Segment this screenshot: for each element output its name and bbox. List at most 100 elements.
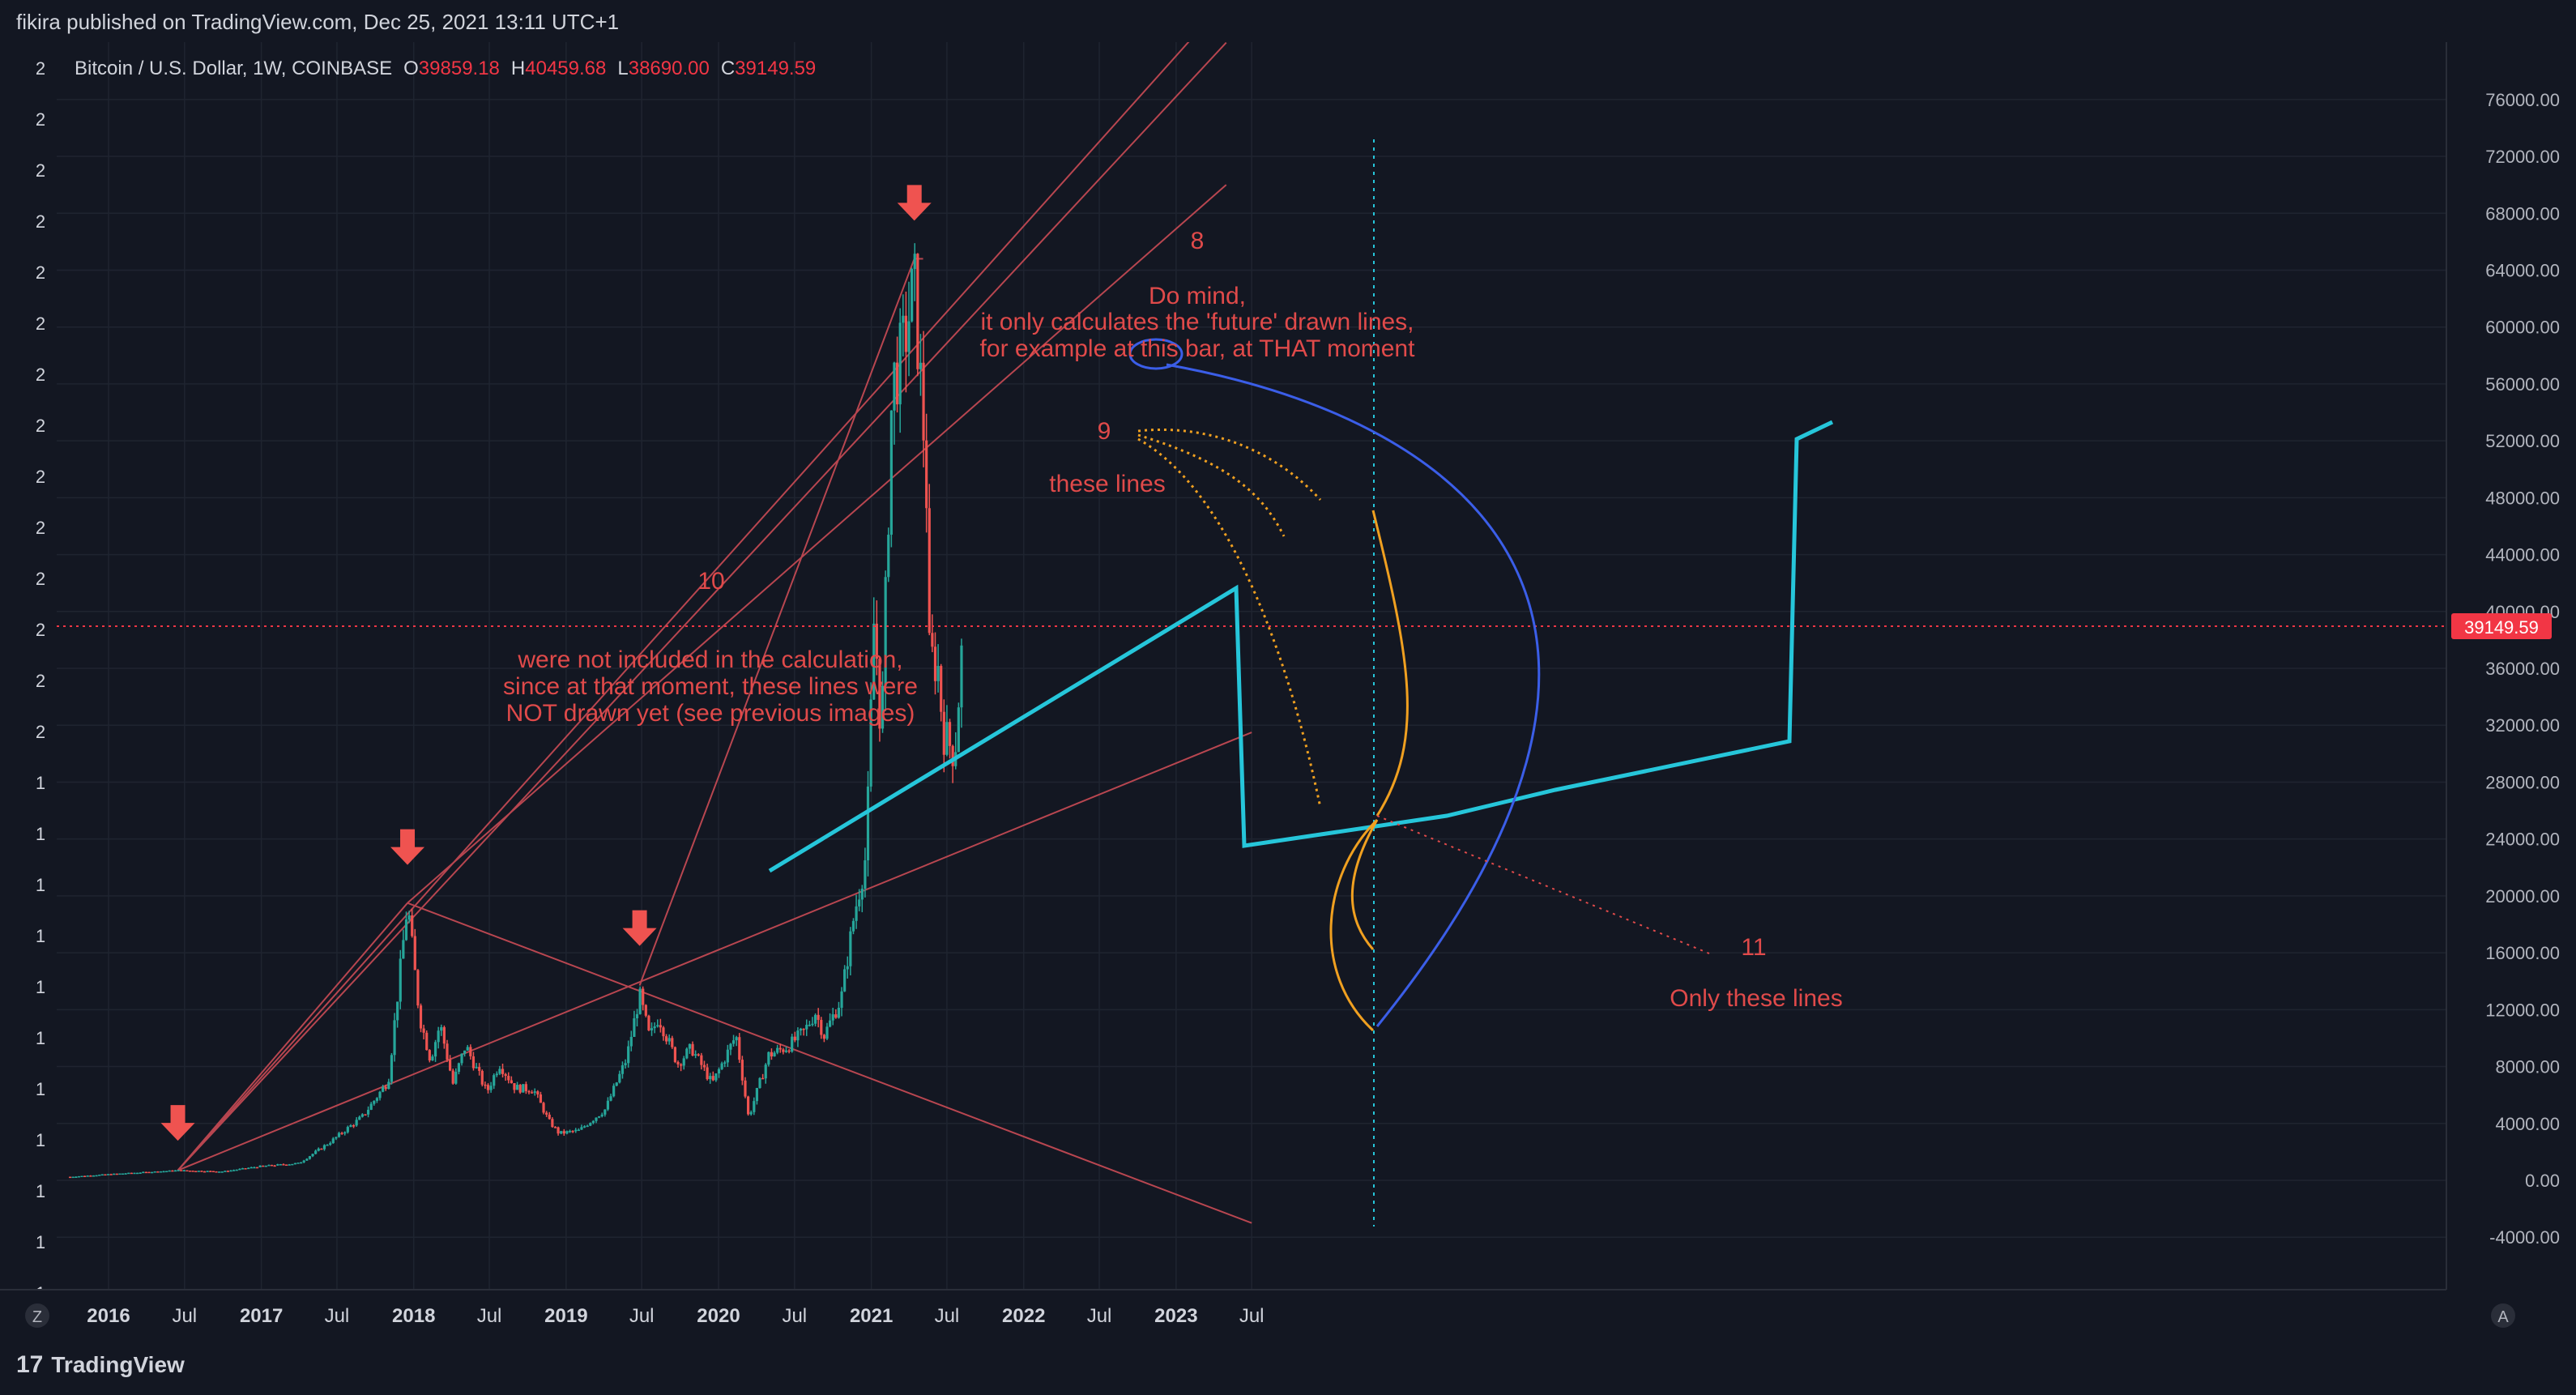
left-scale-label: 1 xyxy=(36,1181,45,1201)
high-value: 40459.68 xyxy=(525,58,606,79)
candle-body xyxy=(369,1103,373,1110)
candle-body xyxy=(489,1086,493,1090)
candle-body xyxy=(226,1171,230,1172)
price-tick-label: 16000.00 xyxy=(2485,943,2560,963)
tradingview-logo-icon: 17 xyxy=(16,1351,44,1378)
candle-body xyxy=(635,1013,639,1019)
candle-body xyxy=(457,1063,461,1073)
candle-body xyxy=(431,1056,434,1060)
candle-body xyxy=(384,1086,387,1090)
candle-body xyxy=(586,1125,589,1128)
left-scale-label: 1 xyxy=(36,977,45,997)
candle-body xyxy=(92,1175,96,1177)
candle-body xyxy=(600,1114,603,1117)
candle-body xyxy=(279,1164,282,1166)
left-scale-label: 1 xyxy=(36,875,45,895)
candle-body xyxy=(878,659,881,729)
symbol-label: Bitcoin / U.S. Dollar, 1W, COINBASE xyxy=(75,58,392,79)
candle-body xyxy=(162,1171,165,1173)
candle-body xyxy=(478,1067,481,1071)
candle-body xyxy=(589,1123,592,1126)
candle-body xyxy=(378,1091,382,1099)
candle-body xyxy=(557,1127,560,1134)
candle-body xyxy=(83,1175,87,1178)
left-scale-label: 1 xyxy=(36,1232,45,1252)
candle-body xyxy=(709,1076,712,1080)
candle-body xyxy=(960,645,963,708)
annotation-excluded-3: NOT drawn yet (see previous images) xyxy=(506,700,915,727)
candle-body xyxy=(495,1073,498,1076)
candle-body xyxy=(633,1018,636,1037)
time-axis[interactable]: 2016 Jul 2017 Jul 2018 Jul 2019 Jul 2020 Jul 2021 J… xyxy=(87,1305,1264,1327)
candle-body xyxy=(533,1091,536,1093)
candle-body xyxy=(688,1043,692,1049)
candle-body xyxy=(887,535,890,578)
peak-markers xyxy=(160,185,932,1141)
candle-body xyxy=(726,1049,729,1063)
candle-body xyxy=(182,1170,186,1172)
chart-area[interactable]: 8 Do mind, it only calculates the 'futur… xyxy=(0,0,2576,1338)
candle-body xyxy=(855,906,858,921)
candle-body xyxy=(352,1125,356,1127)
candle-body xyxy=(419,1005,423,1029)
auto-scale-button[interactable]: A xyxy=(2491,1303,2515,1328)
candle-body xyxy=(539,1094,543,1103)
candle-body xyxy=(118,1173,122,1175)
candle-body xyxy=(311,1154,314,1157)
blue-circle-mark xyxy=(1128,338,1184,370)
candle-body xyxy=(346,1127,349,1133)
candle-body xyxy=(869,699,872,787)
candle-body xyxy=(524,1084,527,1091)
candle-body xyxy=(244,1168,247,1170)
left-scale-label: 1 xyxy=(36,1079,45,1099)
candle-body xyxy=(933,646,937,681)
candle-body xyxy=(603,1109,607,1115)
candle-body xyxy=(124,1173,127,1175)
candle-body xyxy=(548,1114,551,1120)
candle-body xyxy=(638,988,642,1014)
low-label: L xyxy=(617,58,628,79)
candle-body xyxy=(907,321,911,352)
annotation-10: 10 xyxy=(697,568,724,595)
price-chart[interactable]: 8 Do mind, it only calculates the 'futur… xyxy=(0,0,2576,1338)
candle-body xyxy=(720,1063,723,1069)
candle-body xyxy=(527,1090,531,1093)
candle-body xyxy=(513,1083,516,1090)
candle-body xyxy=(247,1167,250,1170)
price-tick-label: 44000.00 xyxy=(2485,545,2560,565)
candle-body xyxy=(68,1176,72,1179)
candle-body xyxy=(957,707,960,753)
candle-body xyxy=(591,1120,595,1124)
left-scale-label: 2 xyxy=(36,467,45,487)
price-axis[interactable]: -4000.00 0.00 4000.00 8000.00 12000.00 16000.… xyxy=(2485,90,2560,1248)
tradingview-logo[interactable]: 17 TradingView xyxy=(16,1351,185,1379)
candle-body xyxy=(296,1162,300,1164)
candle-body xyxy=(711,1076,714,1081)
candle-body xyxy=(194,1171,198,1172)
candle-body xyxy=(895,362,899,405)
candle-body xyxy=(121,1173,125,1175)
trendline-ascending-1 xyxy=(177,0,1227,1171)
time-tick-label: Jul xyxy=(629,1305,655,1327)
candle-body xyxy=(255,1167,259,1169)
candle-body xyxy=(95,1175,98,1177)
candle-body xyxy=(749,1111,753,1115)
zoom-reset-button[interactable]: Z xyxy=(25,1303,49,1328)
candle-body xyxy=(925,440,928,509)
price-tick-label: 20000.00 xyxy=(2485,886,2560,907)
candle-body xyxy=(522,1084,525,1093)
candle-body xyxy=(411,915,414,936)
candle-body xyxy=(446,1043,449,1060)
candle-body xyxy=(209,1171,212,1172)
candle-body xyxy=(211,1171,215,1172)
candle-body xyxy=(731,1040,736,1044)
left-scale-label: 2 xyxy=(36,109,45,130)
candle-body xyxy=(390,1055,394,1082)
candle-body xyxy=(171,1170,174,1172)
candle-body xyxy=(71,1176,75,1179)
candle-body xyxy=(582,1126,586,1128)
price-tag: 39149.59 xyxy=(2451,613,2552,639)
candle-body xyxy=(904,315,908,352)
close-value: 39149.59 xyxy=(735,58,816,79)
